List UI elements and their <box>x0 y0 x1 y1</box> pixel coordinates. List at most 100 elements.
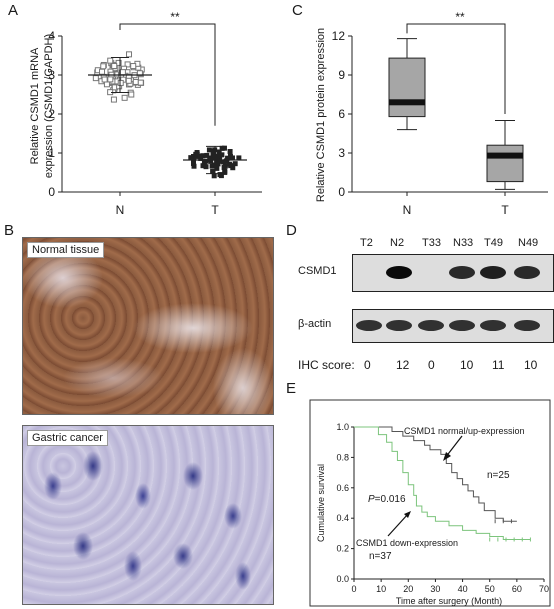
panel-label-e: E <box>286 380 297 397</box>
arrow-up-head <box>443 452 451 461</box>
ihc-score: 10 <box>524 358 538 372</box>
actin-band <box>514 320 540 331</box>
panel-a-point-t <box>211 148 217 154</box>
panel-a-point-t <box>221 145 227 151</box>
panel-e-ylabel: Cumulative survival <box>316 464 326 542</box>
panel-e-ytick-label: 0.0 <box>336 574 349 584</box>
panel-a-point-n <box>101 76 108 83</box>
panel-a-point-t <box>211 153 217 159</box>
panel-a-point-t <box>197 153 203 159</box>
panel-a-point-n <box>126 51 133 58</box>
actin-band <box>356 320 382 331</box>
panel-a-point-t <box>190 160 196 166</box>
panel-e-frame <box>309 399 551 607</box>
panel-a-point-t <box>204 152 210 158</box>
survival-label-up: CSMD1 normal/up-expression <box>404 426 525 436</box>
ihc-score-label: IHC score: <box>298 358 355 372</box>
lane-label: N33 <box>453 237 474 249</box>
panel-label-b: B <box>4 222 15 239</box>
panel-a-ytick-label: 1 <box>48 146 55 160</box>
panel-a-xtick-label: N <box>116 203 125 217</box>
panel-e-ytick-label: 0.2 <box>336 544 349 554</box>
panel-c-box <box>388 57 426 118</box>
panel-c-ytick-label: 3 <box>338 146 345 160</box>
panel-a-point-n <box>128 91 135 98</box>
panel-e-xtick-label: 30 <box>430 584 440 594</box>
panel-a-point-t <box>222 163 228 169</box>
panel-c-significance-bracket <box>406 23 506 114</box>
panel-a-point-t <box>211 173 217 179</box>
panel-a-point-n <box>137 79 144 86</box>
panel-label-a: A <box>8 2 19 19</box>
panel-e-xtick-label: 60 <box>512 584 522 594</box>
survival-pvalue: P=0.016 <box>368 494 406 505</box>
panel-a-point-t <box>229 155 235 161</box>
panel-a-point-n <box>125 77 132 84</box>
panel-c-xtick-label: N <box>403 203 412 217</box>
panel-a-point-n <box>130 63 137 70</box>
actin-band <box>418 320 444 331</box>
panel-a-point-t <box>232 161 238 167</box>
ihc-normal-tissue-image: Normal tissue <box>22 237 274 415</box>
panel-a-point-t <box>201 159 207 165</box>
csmd1-band <box>480 266 506 279</box>
panel-label-d: D <box>286 222 297 239</box>
panel-c-xtick-label: T <box>501 203 509 217</box>
panel-a-significance: ** <box>170 10 180 24</box>
panel-e-ytick-label: 0.8 <box>336 452 349 462</box>
panel-a-xtick-label: T <box>211 203 219 217</box>
panel-a-point-t <box>206 147 212 153</box>
panel-a-point-n <box>136 70 143 77</box>
panel-a-point-n <box>92 75 99 82</box>
survival-n-up: n=25 <box>487 470 510 481</box>
panel-a-point-n <box>107 57 114 64</box>
arrow-down-head <box>404 511 411 518</box>
panel-c-median <box>487 152 523 159</box>
panel-a-ytick-label: 4 <box>48 29 55 43</box>
panel-a-point-n <box>124 61 131 68</box>
survival-curve-down <box>354 426 531 540</box>
panel-a-point-t <box>218 173 224 179</box>
ihc-score: 12 <box>396 358 410 372</box>
panel-a-ytick-label: 2 <box>48 107 55 121</box>
panel-a-point-t <box>215 153 221 159</box>
panel-c-ytick-label: 0 <box>338 185 345 199</box>
panel-a-point-t <box>223 158 229 164</box>
panel-a-point-t <box>210 169 216 175</box>
panel-a-point-t <box>188 155 194 161</box>
csmd1-band <box>449 266 475 279</box>
ihc-score: 11 <box>492 358 505 372</box>
actin-band <box>386 320 412 331</box>
arrow-down-label <box>387 513 409 537</box>
panel-a-point-n <box>99 68 106 75</box>
panel-a-point-n <box>107 76 114 83</box>
panel-e-xtick-label: 40 <box>458 584 468 594</box>
panel-e-ytick-label: 1.0 <box>336 422 349 432</box>
panel-a-point-t <box>203 164 209 170</box>
panel-c-median <box>389 99 425 106</box>
lane-label: T49 <box>484 237 503 249</box>
panel-a-point-t <box>214 158 220 164</box>
panel-a-ytick-label: 3 <box>48 68 55 82</box>
panel-a-point-t <box>200 163 206 169</box>
panel-e-ytick-label: 0.6 <box>336 483 349 493</box>
panel-a-point-t <box>227 148 233 154</box>
actin-band <box>480 320 506 331</box>
panel-a-point-t <box>200 153 206 159</box>
survival-curve-up <box>354 426 517 522</box>
ihc-score: 0 <box>428 358 435 372</box>
panel-c-ytick-label: 6 <box>338 107 345 121</box>
actin-row-label: β-actin <box>298 318 332 330</box>
survival-label-down: CSMD1 down-expression <box>356 538 458 548</box>
panel-e-xtick-label: 70 <box>539 584 549 594</box>
panel-a-ylabel-line1: Relative CSMD1 mRNA <box>29 47 41 164</box>
panel-e-ytick-label: 0.4 <box>336 513 349 523</box>
ihc-score: 0 <box>364 358 371 372</box>
panel-a-point-n <box>121 94 128 101</box>
panel-a-point-n <box>117 79 124 86</box>
panel-e-xtick-label: 20 <box>403 584 413 594</box>
lane-label: T33 <box>422 237 441 249</box>
